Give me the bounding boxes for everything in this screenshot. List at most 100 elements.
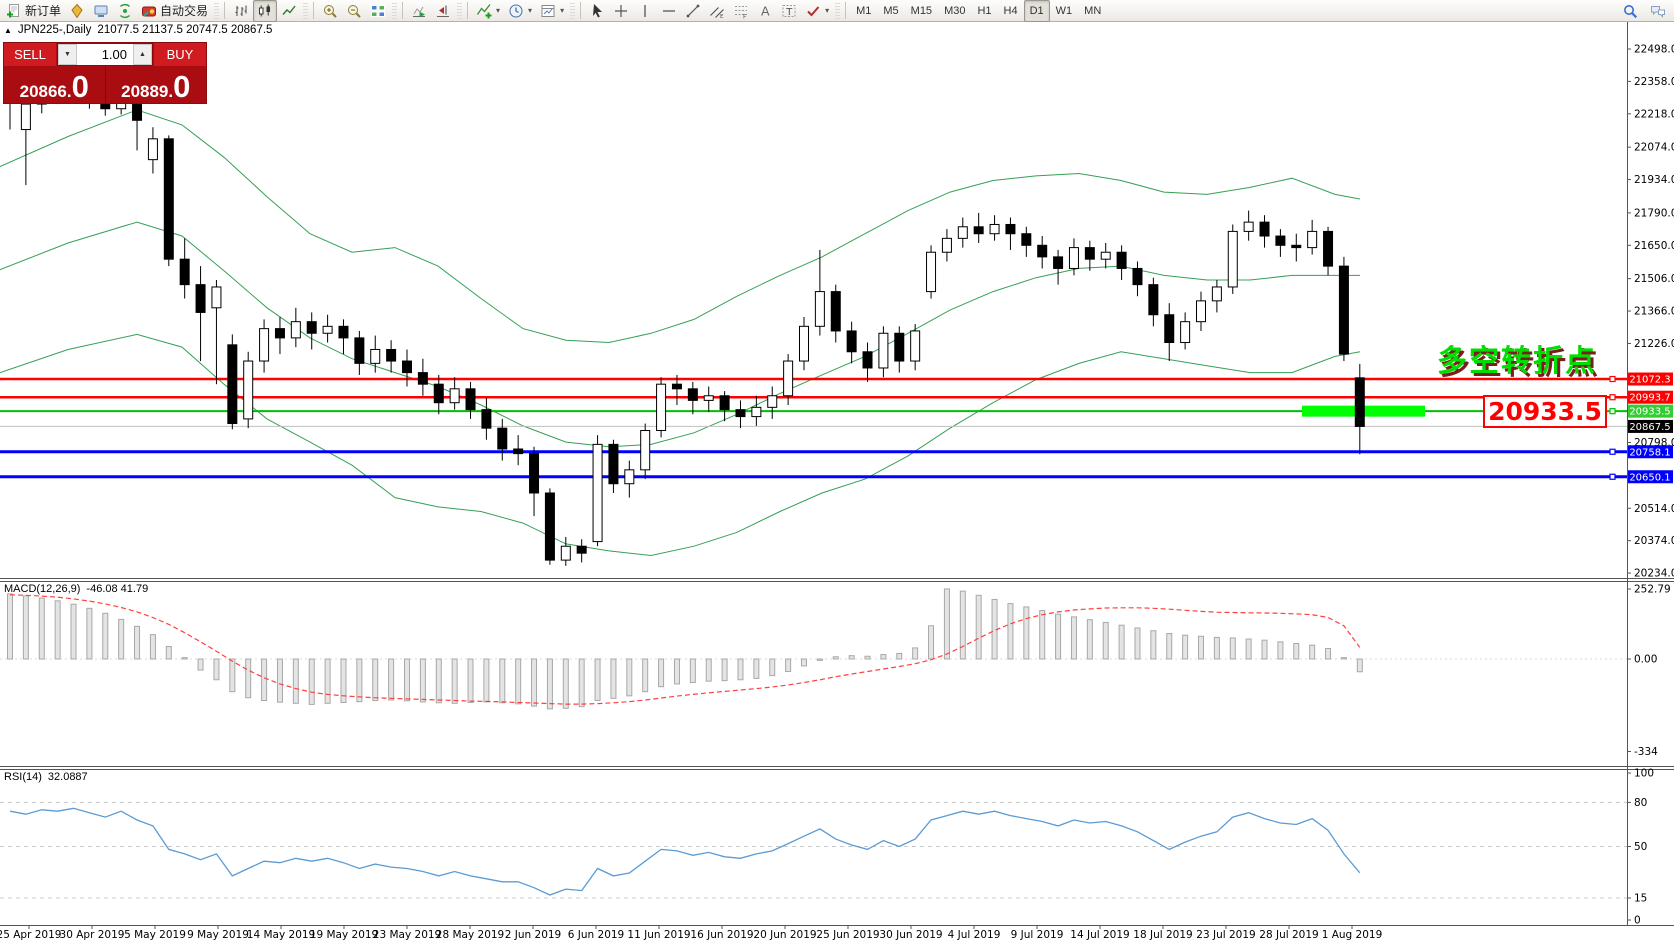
trendline-button[interactable] [681,0,705,22]
toolbar-separator [580,2,582,19]
toolbar-group-handle[interactable] [214,2,220,19]
sell-price[interactable]: 20866. 0 [4,66,105,103]
market-watch-button[interactable] [65,0,89,22]
crosshair-button[interactable] [609,0,633,22]
toolbar-item-label: M1 [856,4,872,17]
turning-point-text: 多空转折点 [1437,344,1597,379]
fibonacci-button[interactable]: F [729,0,753,22]
level-label-box [1483,395,1607,428]
arrows-button[interactable]: ▾ [801,0,833,22]
toolbar-group-handle[interactable] [303,2,309,19]
macd-group [7,588,1363,710]
buy-button[interactable]: BUY [154,43,206,66]
timeframe-h1-button[interactable]: H1 [971,0,997,22]
chart-shift-button[interactable] [431,0,455,22]
tile-windows-button[interactable] [366,0,390,22]
svg-text:5 May 2019: 5 May 2019 [124,929,186,941]
svg-text:15: 15 [1634,892,1647,904]
toolbar-separator [313,2,315,19]
chevron-down-icon[interactable]: ▾ [528,6,533,15]
chart-bars-icon [233,3,249,19]
chat-icon [1650,3,1666,19]
sell-button[interactable]: SELL [4,43,56,66]
svg-text:25 Apr 2019: 25 Apr 2019 [0,929,61,941]
data-center-button[interactable] [89,0,113,22]
rsi-value: 32.0887 [47,771,88,783]
template-button[interactable]: ▾ [536,0,568,22]
text-button[interactable]: A [753,0,777,22]
buy-price[interactable]: 20889. 0 [106,66,207,103]
toolbar-group-handle[interactable] [457,2,463,19]
timeframe-mn-button[interactable]: MN [1078,0,1107,22]
text-icon: A [757,3,773,19]
channel-button[interactable]: E [705,0,729,22]
sell-price-main: 20866 [19,82,67,101]
chevron-down-icon[interactable]: ▾ [496,6,501,15]
auto-scroll-button[interactable] [407,0,431,22]
svg-text:9 Jul 2019: 9 Jul 2019 [1011,929,1064,941]
svg-text:21934.0: 21934.0 [1634,174,1674,186]
timeframe-m15-button[interactable]: M15 [905,0,938,22]
toolbar-item-label: W1 [1055,4,1073,17]
rsi-label: RSI(14) [4,771,42,783]
timeframe-w1-button[interactable]: W1 [1050,0,1079,22]
indicators-button[interactable]: ▾ [472,0,504,22]
svg-text:20 Jun 2019: 20 Jun 2019 [753,929,816,941]
svg-text:21790.0: 21790.0 [1634,207,1674,219]
svg-text:20374.0: 20374.0 [1634,535,1674,547]
toolbar-item-label: 新订单 [25,4,62,18]
zoom-in-icon [322,3,338,19]
text-label-button[interactable]: T [777,0,801,22]
toolbar-group-handle[interactable] [392,2,398,19]
timeframe-h4-button[interactable]: H4 [998,0,1024,22]
chart-line-button[interactable] [277,0,301,22]
svg-text:F: F [743,13,747,19]
timeframe-m1-button[interactable]: M1 [850,0,877,22]
svg-text:20933.5: 20933.5 [1629,407,1670,418]
toolbar-separator [467,2,469,19]
textlabel-icon: T [781,3,797,19]
search-button[interactable] [1618,0,1642,22]
fibo-icon: F [733,3,749,19]
svg-text:28 May 2019: 28 May 2019 [436,929,504,941]
chevron-down-icon[interactable]: ▾ [560,6,565,15]
signal-button[interactable] [113,0,137,22]
svg-text:0: 0 [1634,915,1641,927]
chart-bars-button[interactable] [229,0,253,22]
chart-canvas[interactable]: 22498.0 22358.0 22218.0 22074.0 21934.0 21790… [0,22,1674,947]
vertical-line-button[interactable] [633,0,657,22]
timeframe-m30-button[interactable]: M30 [938,0,971,22]
toolbar-group-handle[interactable] [570,2,576,19]
horizontal-line-button[interactable] [657,0,681,22]
zoom-out-button[interactable] [342,0,366,22]
volume-value[interactable]: 1.00 [101,47,127,62]
chart-candles-button[interactable] [253,0,278,22]
vline-icon [637,3,653,19]
toolbar-item-label: MN [1084,4,1102,17]
chevron-down-icon[interactable]: ▾ [825,6,830,15]
new-order-button[interactable]: 新订单 [2,0,65,22]
timeframe-d1-button[interactable]: D1 [1023,0,1050,22]
volume-stepper: ▼ 1.00 ▲ [57,43,153,66]
level-label-text: 20933.5 [1488,397,1602,426]
svg-text:1 Aug 2019: 1 Aug 2019 [1322,929,1383,941]
volume-decrease-button[interactable]: ▼ [58,44,77,65]
chat-button[interactable] [1646,0,1670,22]
volume-increase-button[interactable]: ▲ [133,44,152,65]
svg-text:6 Jun 2019: 6 Jun 2019 [568,929,624,941]
buy-price-dot: . [168,82,174,101]
toolbar-item-label: 自动交易 [160,4,209,18]
autotrade-button[interactable]: 自动交易 [137,0,212,22]
zoom-in-button[interactable] [318,0,342,22]
svg-text:22498.0: 22498.0 [1634,44,1674,56]
periods-button[interactable]: ▾ [504,0,536,22]
cursor-button[interactable] [585,0,609,22]
svg-text:20758.1: 20758.1 [1629,447,1670,458]
svg-text:22218.0: 22218.0 [1634,108,1674,120]
svg-text:11 Jun 2019: 11 Jun 2019 [627,929,690,941]
toolbar-group-handle[interactable] [835,2,841,19]
collapse-triangle-icon[interactable]: ▲ [4,25,12,35]
svg-text:4 Jul 2019: 4 Jul 2019 [948,929,1001,941]
timeframe-m5-button[interactable]: M5 [877,0,904,22]
one-click-trade-panel: SELL ▼ 1.00 ▲ BUY 20866. 0 20889. 0 [3,42,207,104]
